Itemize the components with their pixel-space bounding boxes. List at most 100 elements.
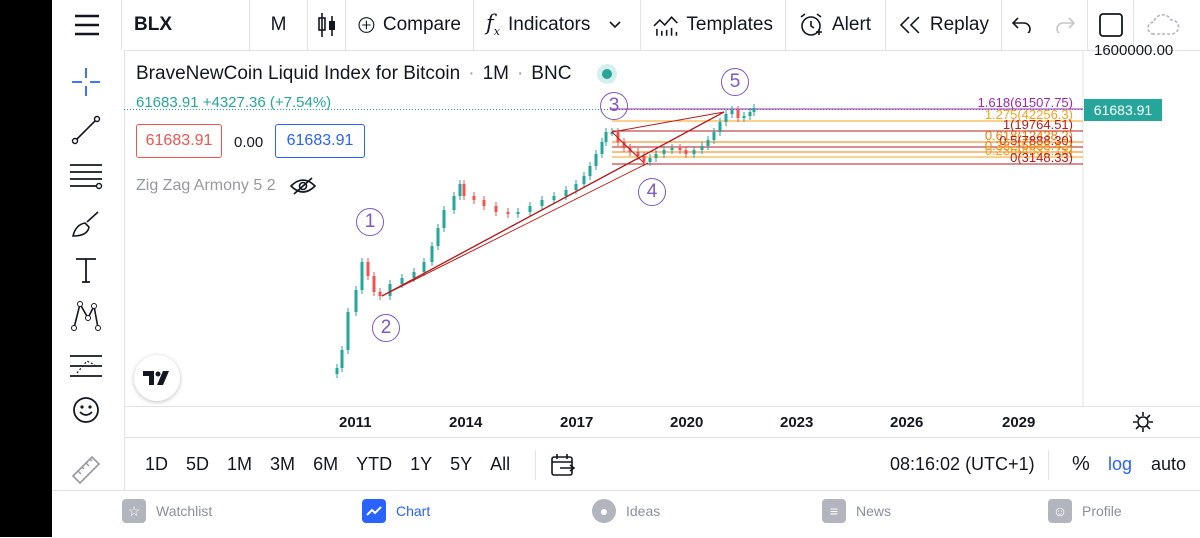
candles-icon (317, 13, 335, 37)
range-bar: 1D 5D 1M 3M 6M YTD 1Y 5Y All 08:16:02 (U… (124, 437, 1200, 491)
candle-body (452, 196, 456, 210)
pattern-tool[interactable] (66, 296, 106, 336)
log-toggle[interactable]: log (1108, 454, 1133, 474)
candle-body (346, 312, 350, 350)
candle-body (494, 206, 498, 212)
candle-body (506, 212, 510, 214)
undo-button[interactable] (1002, 0, 1042, 50)
date-range-icon[interactable] (550, 453, 576, 477)
range-1m[interactable]: 1M (227, 454, 253, 474)
prediction-tool[interactable] (66, 346, 106, 386)
cloud-save-button[interactable] (1134, 0, 1192, 50)
symbol-search-button[interactable]: BLX (122, 0, 250, 50)
wave-label-4: 4 (638, 178, 666, 206)
chart-type-button[interactable] (308, 0, 346, 50)
nav-chart[interactable]: Chart (362, 499, 430, 523)
legend-dot: · (516, 63, 524, 84)
menu-button[interactable] (52, 0, 122, 50)
templates-label: Templates (686, 14, 773, 35)
eye-crossed-icon[interactable] (289, 176, 316, 196)
candle-body (482, 200, 486, 206)
undo-icon (1012, 17, 1031, 33)
time-tick: 2017 (560, 414, 594, 431)
chart-legend-title[interactable]: BraveNewCoin Liquid Index for Bitcoin · … (136, 63, 618, 85)
chevron-down-icon (609, 21, 621, 29)
interval-label: M (270, 14, 287, 35)
sell-price: 61683.91 (145, 132, 213, 149)
candle-body (610, 132, 614, 134)
replay-label: Replay (929, 14, 989, 35)
range-1y[interactable]: 1Y (410, 454, 433, 474)
wave-label-5: 5 (721, 68, 749, 96)
drawing-toolbar (52, 50, 125, 490)
fib-level-label: 0.382(5688.42) (984, 138, 1073, 153)
trendline-tool[interactable] (66, 110, 106, 150)
price-chart[interactable] (124, 50, 1200, 406)
clock-time[interactable]: 08:16:02 (UTC+1) (890, 454, 1035, 474)
text-tool[interactable] (66, 250, 106, 290)
indicators-button[interactable]: fx Indicators (474, 0, 640, 50)
market-status-icon (597, 64, 618, 84)
legend-exchange: BNC (531, 63, 572, 84)
settings-gear-icon[interactable] (1132, 411, 1154, 433)
time-tick: 2020 (670, 414, 704, 431)
range-1d[interactable]: 1D (145, 454, 169, 474)
range-5y[interactable]: 5Y (450, 454, 473, 474)
trendline-base (381, 162, 649, 297)
emoji-tool[interactable] (66, 390, 106, 430)
candle-body (366, 262, 370, 276)
chart-pane[interactable]: BraveNewCoin Liquid Index for Bitcoin · … (124, 42, 1200, 406)
compare-label: Compare (382, 14, 461, 35)
nav-news[interactable]: ≡ News (822, 499, 891, 523)
fib-level-label: 0.618(12438.2) (984, 128, 1073, 143)
candle-body (528, 206, 532, 212)
time-tick: 2014 (449, 414, 483, 431)
candle-body (588, 166, 592, 176)
nav-profile[interactable]: ☺ Profile (1048, 499, 1122, 523)
percent-toggle[interactable]: % (1072, 453, 1090, 475)
star-icon: ☆ (122, 499, 146, 523)
time-tick: 2029 (1002, 414, 1036, 431)
range-6m[interactable]: 6M (313, 454, 339, 474)
crosshair-tool[interactable] (66, 62, 106, 102)
sell-button[interactable]: 61683.91 (136, 124, 222, 158)
interval-button[interactable]: M (250, 0, 308, 50)
brush-tool[interactable] (66, 204, 106, 244)
time-axis[interactable]: 2011 2014 2017 2020 2023 2026 2029 (124, 406, 1200, 437)
legend-ohlc: 61683.91 +4327.36 (+7.54%) (136, 94, 332, 111)
candle-body (400, 278, 404, 284)
fib-tool[interactable] (66, 156, 106, 196)
symbol-label: BLX (134, 14, 172, 35)
range-3m[interactable]: 3M (270, 454, 296, 474)
range-ytd[interactable]: YTD (356, 454, 393, 474)
templates-button[interactable]: Templates (640, 0, 786, 50)
redo-button[interactable] (1042, 0, 1088, 50)
range-5d[interactable]: 5D (186, 454, 210, 474)
time-tick: 2023 (780, 414, 814, 431)
nav-ideas[interactable]: ● Ideas (592, 499, 660, 523)
pattern-icon (71, 301, 101, 331)
range-all[interactable]: All (490, 454, 511, 474)
candle-body (684, 150, 688, 154)
trendline-lower (381, 111, 725, 297)
candle-body (700, 146, 704, 150)
fullscreen-button[interactable] (1088, 0, 1134, 50)
buy-button[interactable]: 61683.91 (275, 124, 365, 158)
nav-watchlist[interactable]: ☆ Watchlist (122, 499, 212, 523)
candle-body (736, 110, 740, 118)
indicator-legend[interactable]: Zig Zag Armony 5 2 (136, 176, 316, 196)
nav-news-label: News (856, 503, 892, 519)
replay-button[interactable]: Replay (886, 0, 1002, 50)
candle-body (436, 228, 440, 246)
auto-toggle[interactable]: auto (1151, 454, 1187, 474)
candle-body (712, 132, 716, 140)
compare-button[interactable]: Compare (346, 0, 474, 50)
candle-body (752, 108, 756, 112)
alert-button[interactable]: Alert (786, 0, 886, 50)
candle-body (516, 212, 520, 214)
newspaper-icon: ≡ (822, 499, 846, 523)
redo-icon (1055, 17, 1075, 33)
ruler-tool[interactable] (66, 450, 106, 490)
candle-body (372, 276, 376, 292)
fib-level-label: 0.236(4532.13) (984, 143, 1073, 158)
